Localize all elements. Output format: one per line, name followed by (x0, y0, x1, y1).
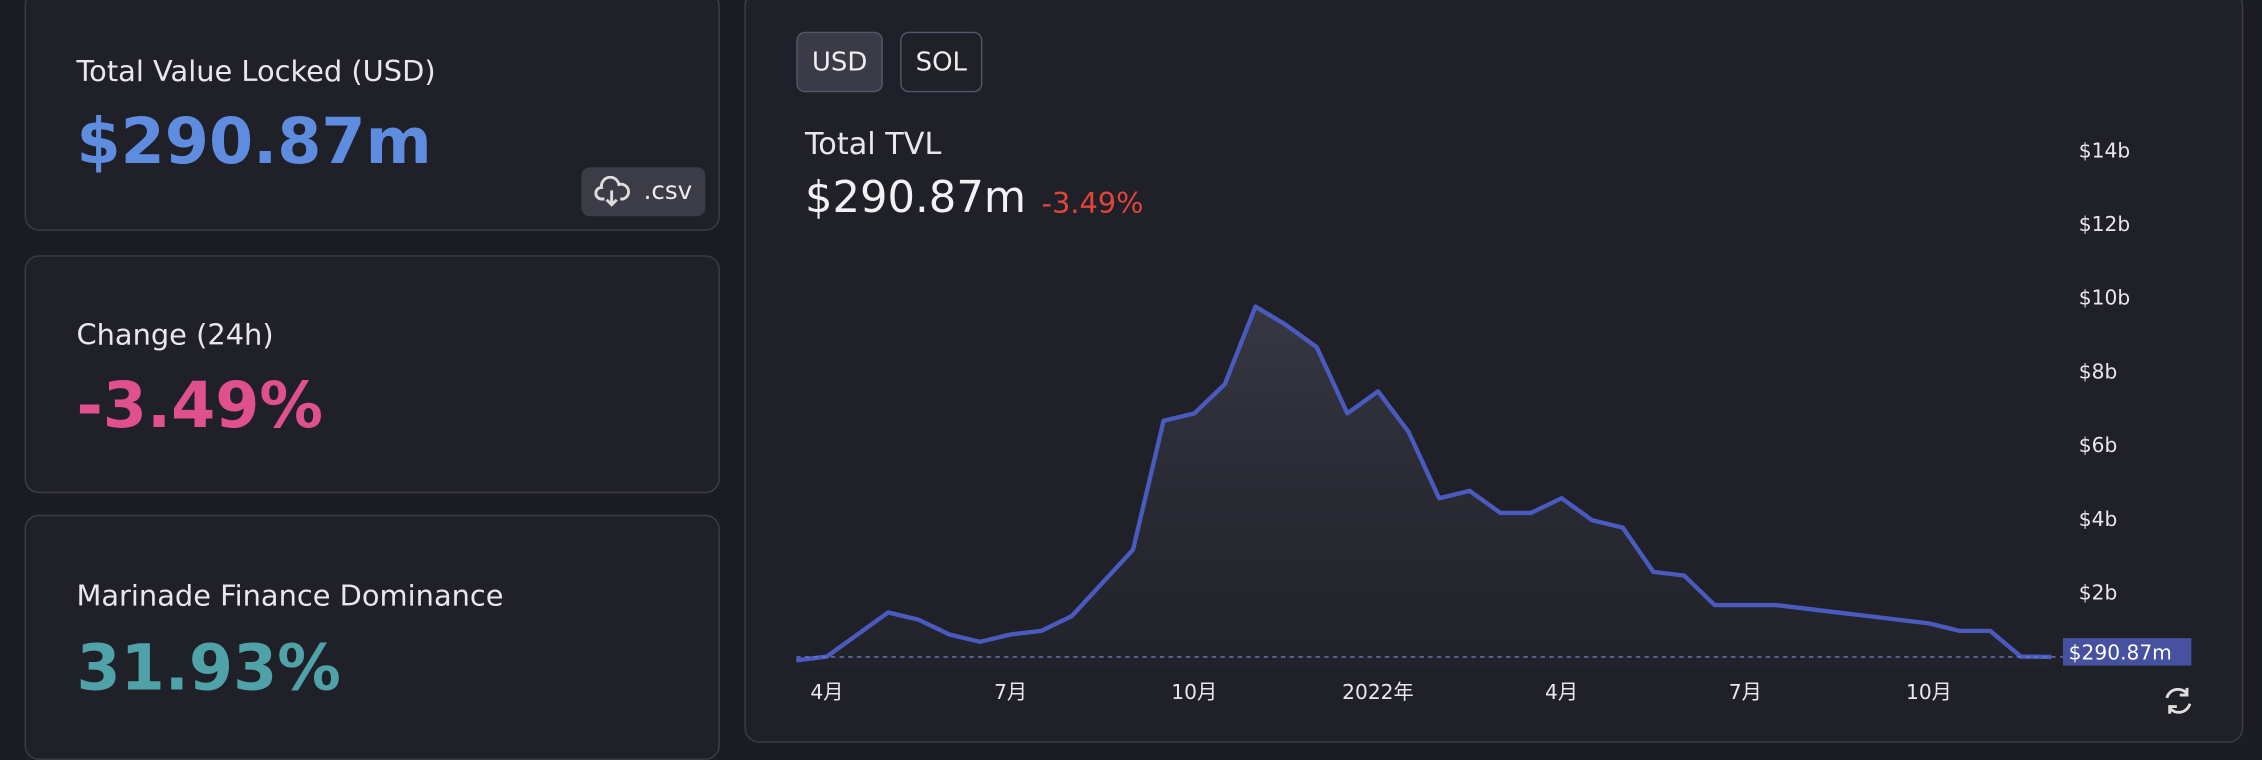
card-label: Marinade Finance Dominance (76, 578, 504, 613)
current-value-label: $290.87m (2069, 641, 2172, 665)
current-value-marker (2062, 638, 2192, 666)
card-value: $290.87m (76, 105, 432, 179)
csv-button[interactable]: .csv (581, 167, 706, 217)
sol-toggle[interactable]: SOL (900, 31, 983, 93)
tvl-card: Total Value Locked (USD) $290.87m .csv (24, 0, 720, 231)
chart-value: $290.87m (805, 173, 1026, 223)
x-tick-label: 4月 (810, 680, 843, 704)
area-line (796, 304, 2052, 663)
y-tick-label: $6b (2079, 433, 2118, 457)
x-tick-label: 7月 (994, 680, 1027, 704)
x-tick-label: 7月 (1729, 680, 1762, 704)
x-tick-label: 10月 (1171, 680, 1217, 704)
card-label: Total Value Locked (USD) (76, 53, 436, 88)
change-card: Change (24h) -3.49% (24, 255, 720, 494)
y-tick-label: $4b (2079, 507, 2118, 531)
dominance-card: Marinade Finance Dominance 31.93% (24, 514, 720, 760)
dashboard: Total Value Locked (USD) $290.87m .csv C… (24, 0, 2244, 760)
card-value: 31.93% (76, 631, 341, 706)
chart-change: -3.49% (1042, 186, 1144, 220)
y-tick-label: $8b (2079, 359, 2118, 383)
card-label: Change (24h) (76, 317, 274, 352)
page: Total Value Locked (USD) $290.87m .csv C… (24, 0, 2244, 760)
csv-label: .csv (643, 177, 693, 207)
x-tick-label: 4月 (1545, 680, 1578, 704)
y-tick-label: $12b (2079, 212, 2130, 236)
x-tick-label: 2022年 (1342, 680, 1414, 704)
chart-title: Total TVL (804, 127, 942, 162)
chart: Total TVL $290.87m -3.49% $2b $4b $6b $8b $1… (796, 127, 2192, 714)
card-value: -3.49% (76, 369, 324, 443)
download-icon (594, 175, 631, 207)
y-tick-label: $14b (2079, 138, 2130, 162)
x-tick-label: 10月 (1906, 680, 1952, 704)
y-tick-label: $2b (2079, 580, 2118, 604)
usd-toggle[interactable]: USD (796, 31, 883, 93)
refresh-icon[interactable] (2165, 687, 2192, 714)
y-tick-label: $10b (2079, 286, 2130, 310)
